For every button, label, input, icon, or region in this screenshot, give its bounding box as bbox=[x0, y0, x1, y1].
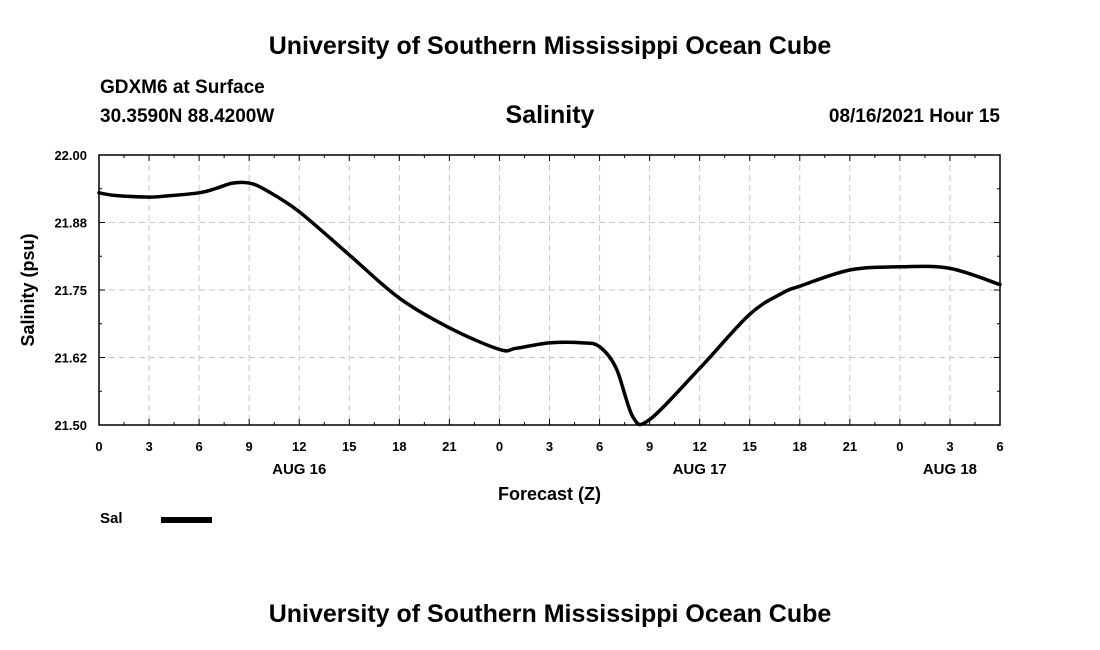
x-tick-label: 12 bbox=[292, 439, 306, 454]
y-tick-label: 22.00 bbox=[54, 148, 87, 163]
chart-title: Salinity bbox=[505, 101, 595, 129]
x-tick-label: 15 bbox=[342, 439, 356, 454]
x-tick-label: 21 bbox=[843, 439, 857, 454]
page-title: University of Southern Mississippi Ocean… bbox=[268, 32, 832, 60]
x-axis-label: Forecast (Z) bbox=[498, 484, 601, 504]
station-coordinates: 30.3590N 88.4200W bbox=[100, 106, 275, 127]
y-tick-label: 21.62 bbox=[54, 351, 87, 366]
x-tick-label: 0 bbox=[95, 439, 102, 454]
y-tick-label: 21.88 bbox=[54, 216, 87, 231]
x-tick-label: 9 bbox=[646, 439, 653, 454]
x-tick-label: 18 bbox=[392, 439, 406, 454]
x-tick-label: 3 bbox=[546, 439, 553, 454]
x-tick-label: 21 bbox=[442, 439, 456, 454]
x-day-label: AUG 17 bbox=[673, 461, 727, 478]
x-tick-label: 9 bbox=[246, 439, 253, 454]
plot-frame bbox=[98, 154, 1001, 426]
x-tick-label: 6 bbox=[195, 439, 202, 454]
footer-title: University of Southern Mississippi Ocean… bbox=[268, 600, 832, 628]
y-axis-label: Salinity (psu) bbox=[18, 233, 38, 346]
x-day-label: AUG 18 bbox=[923, 461, 977, 478]
station-label: GDXM6 at Surface bbox=[100, 77, 265, 98]
legend-label: Sal bbox=[100, 510, 123, 527]
x-tick-label: 0 bbox=[496, 439, 503, 454]
x-tick-label: 0 bbox=[896, 439, 903, 454]
y-tick-label: 21.50 bbox=[54, 418, 87, 433]
x-tick-label: 15 bbox=[742, 439, 756, 454]
x-tick-label: 3 bbox=[145, 439, 152, 454]
x-tick-label: 6 bbox=[996, 439, 1003, 454]
forecast-timestamp: 08/16/2021 Hour 15 bbox=[828, 106, 1000, 127]
x-day-label: AUG 16 bbox=[272, 461, 326, 478]
x-tick-label: 6 bbox=[596, 439, 603, 454]
series-line-sal bbox=[97, 180, 1002, 427]
x-tick-label: 12 bbox=[692, 439, 706, 454]
x-tick-label: 18 bbox=[793, 439, 807, 454]
x-tick-label: 3 bbox=[946, 439, 953, 454]
y-tick-label: 21.75 bbox=[54, 283, 87, 298]
legend-line-swatch bbox=[161, 517, 212, 523]
